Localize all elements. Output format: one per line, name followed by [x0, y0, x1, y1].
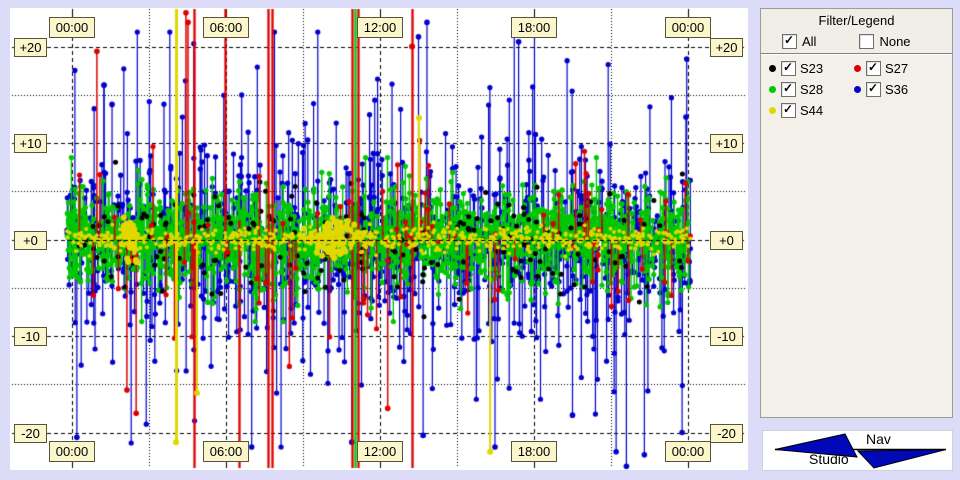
series-color-dot [854, 64, 861, 72]
series-label: S36 [885, 81, 909, 97]
y-tick-label-right: -10 [710, 327, 743, 346]
nav-studio-widget[interactable]: Nav Studio [762, 430, 953, 471]
y-tick-label-right: +0 [710, 230, 743, 250]
x-tick-label-top: 18:00 [511, 17, 557, 38]
filter-none[interactable]: None [859, 34, 911, 49]
legend-item-s27[interactable]: S27 [854, 60, 939, 76]
x-tick-label-top: 00:00 [49, 17, 95, 38]
series-checkbox[interactable] [781, 60, 796, 76]
y-tick-label-left: +20 [14, 37, 47, 57]
filter-legend-title: Filter/Legend [818, 13, 895, 28]
legend-series-list: S23 S27 S28 S36 S44 [761, 53, 952, 417]
stem-plot-canvas[interactable] [10, 8, 748, 470]
y-tick-label-left: +0 [14, 230, 47, 250]
series-checkbox[interactable] [866, 60, 881, 76]
series-color-dot [769, 64, 776, 72]
nav-label: Nav [866, 431, 891, 447]
x-tick-label-top: 00:00 [665, 17, 711, 38]
x-tick-label-top: 12:00 [357, 17, 403, 38]
series-label: S23 [800, 60, 824, 76]
none-label: None [879, 34, 911, 49]
studio-wedge[interactable] [856, 449, 947, 469]
filter-all[interactable]: All [782, 33, 817, 49]
x-tick-label-bottom: 06:00 [203, 441, 249, 462]
legend-item-s44[interactable]: S44 [769, 102, 854, 118]
series-checkbox[interactable] [781, 102, 796, 118]
all-label: All [802, 34, 817, 49]
nav-wedge[interactable] [774, 433, 858, 458]
y-tick-label-left: +10 [14, 134, 47, 153]
chart-panel: 00:00 06:00 12:00 18:00 00:00 00:00 06:0… [10, 8, 748, 470]
series-checkbox[interactable] [781, 81, 796, 97]
x-tick-label-bottom: 12:00 [357, 441, 403, 462]
y-tick-label-right: -20 [710, 423, 743, 443]
series-label: S44 [800, 102, 824, 118]
series-label: S27 [885, 60, 909, 76]
all-checkbox[interactable] [782, 33, 797, 49]
series-checkbox[interactable] [866, 81, 881, 97]
y-tick-label-left: -20 [14, 423, 47, 443]
series-label: S28 [800, 81, 824, 97]
legend-item-s28[interactable]: S28 [769, 81, 854, 97]
x-tick-label-top: 06:00 [203, 17, 249, 38]
series-color-dot [854, 85, 861, 93]
y-tick-label-right: +20 [710, 37, 743, 57]
none-checkbox[interactable] [859, 34, 875, 49]
series-color-dot [769, 85, 776, 93]
y-tick-label-right: +10 [710, 134, 743, 153]
y-tick-label-left: -10 [14, 327, 47, 346]
series-color-dot [769, 106, 776, 114]
x-tick-label-bottom: 00:00 [49, 441, 95, 462]
studio-label: Studio [809, 451, 849, 467]
x-tick-label-bottom: 18:00 [511, 441, 557, 462]
filter-row: All None [761, 31, 952, 53]
legend-item-s23[interactable]: S23 [769, 60, 854, 76]
legend-item-s36[interactable]: S36 [854, 81, 939, 97]
x-tick-label-bottom: 00:00 [665, 441, 711, 462]
filter-legend-panel: Filter/Legend All None S23 S27 S28 [760, 8, 953, 418]
